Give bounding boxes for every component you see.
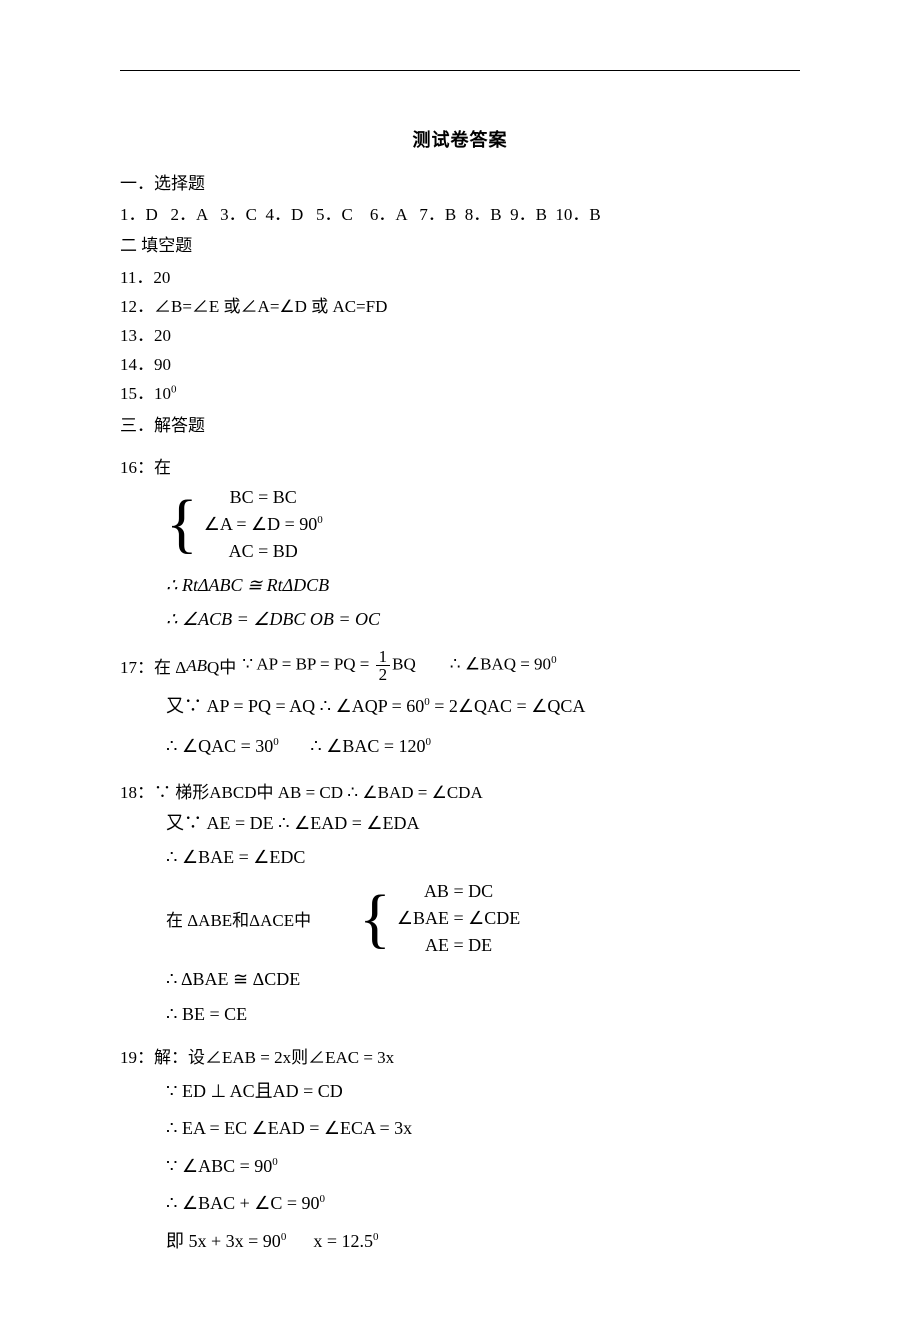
q16-label: 16：在 bbox=[120, 453, 800, 478]
q18-l4: ∴ BE = CE bbox=[166, 1000, 800, 1029]
q18: 18：∵ 梯形ABCD中 AB = CD ∴ ∠BAD = ∠CDA 又∵ AE… bbox=[120, 778, 800, 1029]
q16-line1: ∴ RtΔABC ≅ RtΔDCB bbox=[166, 571, 800, 600]
q16: 16：在 { BC = BC ∠A = ∠D = 900 AC = BD ∴ R… bbox=[120, 453, 800, 635]
q19-l5: 即 5x + 3x = 900 x = 12.50 bbox=[166, 1224, 800, 1258]
q16-brace-body: BC = BC ∠A = ∠D = 900 AC = BD bbox=[204, 484, 323, 565]
q18-l1: 又∵ AE = DE ∴ ∠EAD = ∠EDA bbox=[166, 809, 800, 838]
left-brace-icon: { bbox=[359, 886, 391, 952]
fill-14: 14．90 bbox=[120, 351, 800, 378]
doc-title: 测试卷答案 bbox=[120, 126, 800, 152]
q19-l4: ∴ ∠BAC + ∠C = 900 bbox=[166, 1189, 800, 1218]
q16-b1: BC = BC bbox=[204, 484, 323, 511]
q17-line3: ∴ ∠QAC = 300 ∴ ∠BAC = 1200 bbox=[166, 729, 800, 763]
fill-15-sup: 0 bbox=[171, 384, 177, 396]
section-3-head: 三．解答题 bbox=[120, 412, 800, 439]
q17-line2: 又∵ AP = PQ = AQ ∴ ∠AQP = 600 = 2∠QAC = ∠… bbox=[166, 689, 800, 723]
q18-l2: ∴ ∠BAE = ∠EDC bbox=[166, 843, 800, 872]
section-1-head: 一．选择题 bbox=[120, 170, 800, 197]
fill-15: 15．100 bbox=[120, 380, 800, 407]
fill-15-pre: 15．10 bbox=[120, 384, 171, 403]
multiple-choice-answers: 1．D 2．A 3．C 4．D 5．C 6．A 7．B 8．B 9．B 10．B bbox=[120, 201, 800, 228]
q16-b3: AC = BD bbox=[204, 538, 323, 565]
fill-11: 11．20 bbox=[120, 264, 800, 291]
q17-label-pre: 17：在 Δ bbox=[120, 653, 186, 678]
q18-brace-row: 在 ΔABE和ΔACE中 { AB = DC ∠BAE = ∠CDE AE = … bbox=[166, 878, 800, 959]
q16-line2: ∴ ∠ACB = ∠DBC OB = OC bbox=[166, 605, 800, 634]
q19-label: 19：解：设∠EAB = 2x则∠EAC = 3x bbox=[120, 1043, 800, 1068]
section-2-head: 二 填空题 bbox=[120, 232, 800, 259]
fill-13: 13．20 bbox=[120, 322, 800, 349]
top-rule bbox=[120, 70, 800, 71]
q17: 17：在 ΔABQ中 ∵ AP = BP = PQ = 12BQ ∴ ∠BAQ … bbox=[120, 648, 800, 763]
page: 测试卷答案 一．选择题 1．D 2．A 3．C 4．D 5．C 6．A 7．B … bbox=[0, 0, 920, 1328]
q19-l2: ∴ EA = EC ∠EAD = ∠ECA = 3x bbox=[166, 1114, 800, 1143]
q18-label: 18：∵ 梯形ABCD中 AB = CD ∴ ∠BAD = ∠CDA bbox=[120, 778, 800, 803]
fill-12: 12．∠B=∠E 或∠A=∠D 或 AC=FD bbox=[120, 293, 800, 320]
fraction-icon: 12 bbox=[376, 648, 391, 683]
q16-b2: ∠A = ∠D = 900 bbox=[204, 511, 323, 538]
q17-seg1: ∵ AP = BP = PQ = 12BQ ∴ ∠BAQ = 900 bbox=[242, 648, 556, 683]
q19-l1: ∵ ED ⊥ AC且AD = CD bbox=[166, 1074, 800, 1108]
q18-row-pre: 在 ΔABE和ΔACE中 bbox=[166, 906, 311, 931]
q16-brace: { BC = BC ∠A = ∠D = 900 AC = BD bbox=[166, 484, 800, 565]
q18-brace-body: AB = DC ∠BAE = ∠CDE AE = DE bbox=[397, 878, 520, 959]
q17-label-row: 17：在 ΔABQ中 ∵ AP = BP = PQ = 12BQ ∴ ∠BAQ … bbox=[120, 648, 800, 683]
q19-l3: ∵ ∠ABC = 900 bbox=[166, 1149, 800, 1183]
q18-l3: ∴ ΔBAE ≅ ΔCDE bbox=[166, 965, 800, 994]
left-brace-icon: { bbox=[166, 491, 198, 557]
q19: 19：解：设∠EAB = 2x则∠EAC = 3x ∵ ED ⊥ AC且AD =… bbox=[120, 1043, 800, 1258]
